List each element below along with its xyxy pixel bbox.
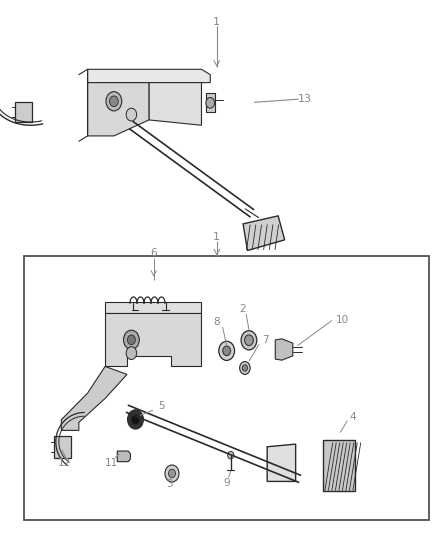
Polygon shape — [105, 303, 201, 313]
Text: 11: 11 — [105, 458, 118, 468]
Circle shape — [126, 346, 137, 359]
Circle shape — [127, 410, 143, 429]
Circle shape — [169, 469, 176, 478]
Bar — [24, 256, 429, 520]
Circle shape — [127, 335, 135, 344]
Polygon shape — [88, 83, 149, 136]
Polygon shape — [206, 93, 215, 112]
Circle shape — [110, 96, 118, 107]
Circle shape — [126, 108, 137, 121]
Polygon shape — [323, 440, 355, 491]
Polygon shape — [61, 367, 127, 431]
Circle shape — [131, 414, 140, 425]
Text: 7: 7 — [262, 335, 268, 345]
Circle shape — [228, 451, 234, 459]
Text: 1: 1 — [213, 232, 220, 242]
Bar — [54, 437, 71, 458]
Text: 9: 9 — [223, 478, 230, 488]
Bar — [15, 102, 32, 122]
Polygon shape — [88, 69, 210, 83]
Circle shape — [240, 361, 250, 374]
Circle shape — [124, 330, 139, 350]
Circle shape — [241, 330, 257, 350]
Polygon shape — [117, 451, 131, 462]
Polygon shape — [243, 216, 285, 251]
Circle shape — [223, 346, 231, 356]
Text: 5: 5 — [158, 401, 164, 411]
Text: 6: 6 — [150, 248, 157, 258]
Polygon shape — [105, 313, 201, 367]
Text: 4: 4 — [349, 412, 356, 422]
Circle shape — [242, 365, 247, 371]
Circle shape — [219, 341, 235, 360]
Polygon shape — [275, 339, 293, 360]
Circle shape — [206, 98, 215, 108]
Text: 13: 13 — [297, 94, 311, 104]
Text: 10: 10 — [336, 316, 349, 326]
Polygon shape — [267, 444, 296, 481]
Circle shape — [244, 335, 253, 345]
Text: 8: 8 — [213, 317, 220, 327]
Text: 12: 12 — [58, 458, 71, 468]
Circle shape — [106, 92, 122, 111]
Circle shape — [165, 465, 179, 482]
Text: 3: 3 — [166, 479, 173, 489]
Text: 1: 1 — [213, 18, 220, 27]
Text: 2: 2 — [240, 304, 246, 313]
Polygon shape — [149, 83, 201, 125]
